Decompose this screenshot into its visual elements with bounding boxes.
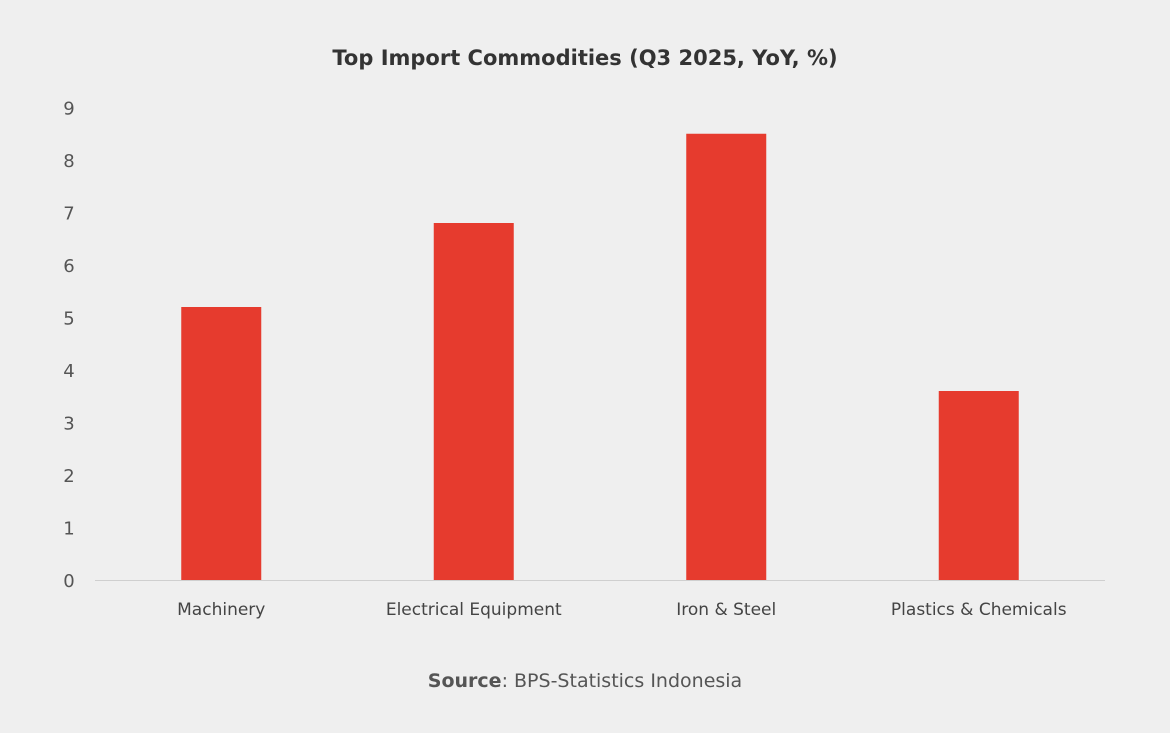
y-tick-label: 5 <box>63 309 74 330</box>
y-tick-label: 9 <box>63 99 74 120</box>
y-tick-label: 3 <box>63 414 74 435</box>
source-label: Source <box>428 670 502 692</box>
chart-title: Top Import Commodities (Q3 2025, YoY, %) <box>332 46 837 70</box>
y-tick-label: 6 <box>63 256 74 277</box>
y-tick-label: 7 <box>63 204 74 225</box>
x-tick-label: Machinery <box>177 600 265 620</box>
bar <box>433 223 514 580</box>
x-tick-label: Iron & Steel <box>676 600 776 620</box>
source-note: Source: BPS-Statistics Indonesia <box>428 670 742 692</box>
y-tick-label: 1 <box>63 519 74 540</box>
bars <box>181 133 1019 580</box>
y-axis: 0 1 2 3 4 5 6 7 8 9 <box>63 99 74 593</box>
x-axis: Machinery Electrical Equipment Iron & Stee… <box>177 600 1067 620</box>
bar <box>938 391 1019 580</box>
y-tick-label: 2 <box>63 466 74 487</box>
x-tick-label: Electrical Equipment <box>386 600 562 620</box>
bar <box>686 133 767 580</box>
bar <box>181 307 262 580</box>
source-text: : BPS-Statistics Indonesia <box>502 670 743 692</box>
y-tick-label: 0 <box>63 571 74 592</box>
x-tick-label: Plastics & Chemicals <box>891 600 1067 620</box>
y-tick-label: 4 <box>63 361 74 382</box>
y-tick-label: 8 <box>63 151 74 172</box>
